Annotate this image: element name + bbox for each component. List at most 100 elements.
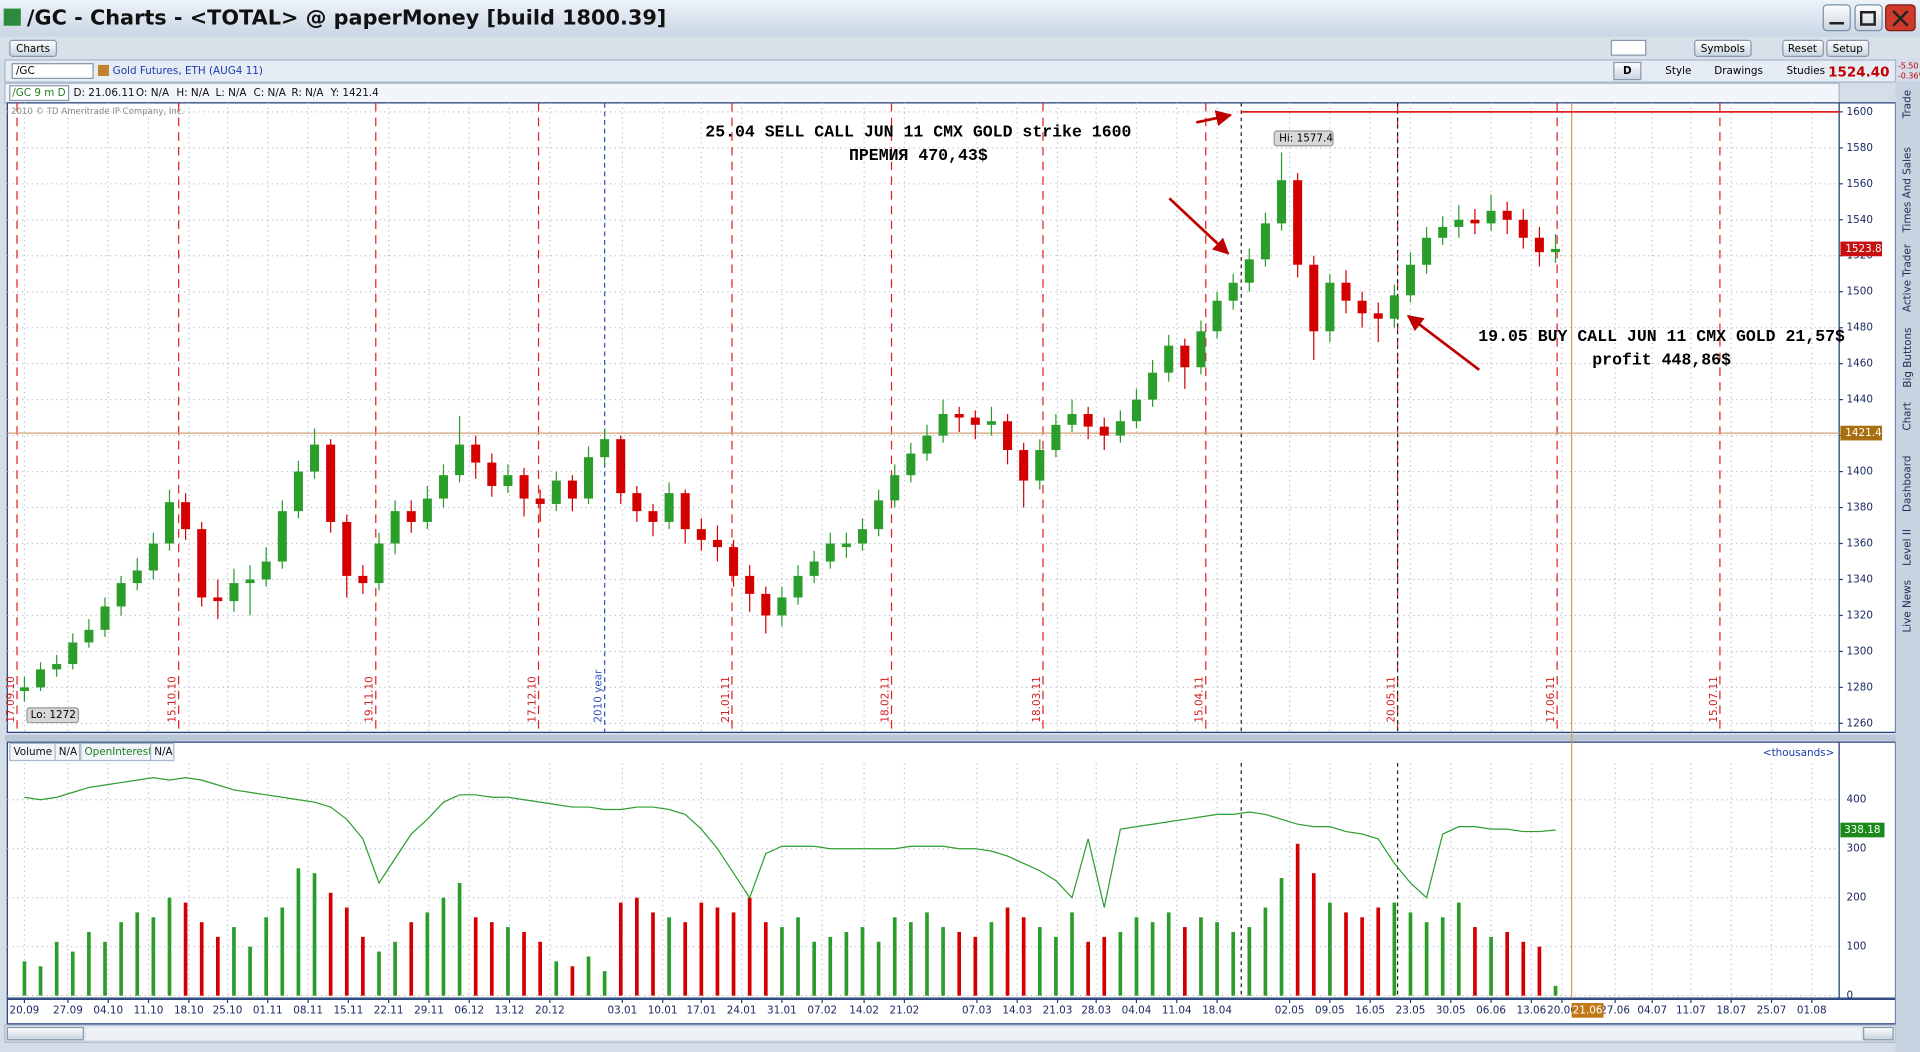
candle-body: [890, 475, 900, 501]
volume-bar: [941, 927, 945, 996]
volume-bar: [957, 931, 962, 996]
candle-body: [374, 543, 384, 584]
info-item: C: N/A: [253, 87, 286, 99]
candle-body: [438, 475, 448, 499]
volume-bar: [989, 922, 994, 996]
volume-bar: [87, 931, 91, 996]
candle-body: [761, 593, 771, 616]
sidebar-tab[interactable]: Live News: [1902, 580, 1914, 633]
symbols-button[interactable]: [1694, 39, 1752, 57]
studies-button[interactable]: Studies: [1787, 65, 1826, 77]
y-tick-label: 300: [1847, 843, 1867, 855]
candle-body: [181, 502, 191, 530]
volume-bar: [570, 966, 575, 996]
candle-body: [1389, 295, 1399, 319]
candle-body: [148, 543, 158, 571]
y-tick-label: 1260: [1847, 717, 1873, 729]
setup-button[interactable]: [1826, 39, 1870, 57]
volume-bar: [522, 931, 526, 996]
app-icon: [3, 8, 21, 26]
candle-body: [471, 444, 481, 463]
y-tick-label: 1400: [1847, 466, 1873, 478]
price-panel: [6, 102, 1840, 733]
cursor-price: 1421.4: [1845, 427, 1882, 439]
y-tick-label: 1480: [1847, 322, 1873, 334]
expiration-label: 15.07.11: [1708, 676, 1720, 722]
candle-body: [535, 498, 545, 504]
period-button[interactable]: [1613, 61, 1642, 81]
volume-bar: [747, 897, 752, 996]
sidebar-tab[interactable]: Times And Sales: [1902, 147, 1914, 233]
sidebar-tab[interactable]: Big Buttons: [1902, 328, 1914, 388]
candle-body: [1341, 282, 1351, 301]
volume-bar: [54, 941, 59, 996]
scroll-end-button[interactable]: [1863, 1026, 1894, 1041]
charts-tab[interactable]: [9, 39, 57, 57]
volume-bar: [151, 917, 156, 996]
volume-bar: [602, 971, 607, 996]
volume-bar: [377, 951, 381, 996]
volume-bar: [780, 927, 784, 996]
zoom-buttons[interactable]: [6, 1026, 84, 1041]
drawings-button[interactable]: Drawings: [1714, 65, 1763, 77]
splitter[interactable]: [4, 734, 1896, 741]
x-tick-label: 18.10: [174, 1004, 204, 1016]
candle-body: [906, 453, 916, 476]
input-box[interactable]: [1610, 39, 1647, 56]
sidebar-tab[interactable]: Dashboard: [1902, 456, 1914, 512]
volume-bar: [1505, 931, 1510, 996]
volume-bar: [1456, 902, 1461, 996]
volume-bar: [457, 882, 462, 996]
x-tick-label: 07.02: [807, 1004, 837, 1016]
volume-bar: [763, 922, 768, 996]
candle-body: [358, 575, 368, 584]
net-change: -5.50: [1898, 62, 1919, 71]
minimize-button[interactable]: [1822, 4, 1851, 32]
scroll-track[interactable]: [85, 1027, 1862, 1040]
volume-bar: [215, 936, 220, 996]
info-item: R: N/A: [291, 87, 324, 99]
volume-axis: [1838, 741, 1897, 999]
style-button[interactable]: Style: [1665, 65, 1691, 77]
candle-body: [245, 579, 255, 584]
candle-body: [100, 606, 110, 630]
arrow: [1196, 110, 1233, 127]
arrow: [1406, 314, 1480, 371]
copyright: 2010 © TD Ameritrade IP Company, Inc.: [11, 107, 184, 117]
sidebar-tab[interactable]: Level II: [1902, 529, 1914, 566]
sidebar-tab[interactable]: Chart: [1902, 402, 1914, 431]
reset-button[interactable]: [1782, 39, 1824, 57]
candle-body: [487, 462, 497, 486]
x-tick-label: 18.04: [1202, 1004, 1232, 1016]
annotation: 19.05 BUY CALL JUN 11 CMX GOLD 21,57$: [1478, 327, 1845, 346]
candle-body: [632, 493, 642, 512]
candle-body: [455, 444, 465, 476]
candle-body: [229, 583, 239, 602]
symbol-box[interactable]: [11, 63, 94, 79]
volume-bar: [1166, 912, 1171, 996]
candle-body: [551, 480, 561, 504]
expiration-label: 15.10.10: [167, 676, 179, 722]
candle-body: [1470, 219, 1480, 224]
candle-body: [938, 414, 948, 436]
x-tick-label: 29.11: [414, 1004, 444, 1016]
arrow: [1168, 197, 1230, 255]
volume-header: Volume: [13, 746, 52, 758]
sidebar-tab[interactable]: Active Trader: [1902, 243, 1914, 312]
volume-bar: [1311, 873, 1316, 996]
x-tick-label: 01.11: [253, 1004, 283, 1016]
x-tick-label: 04.07: [1637, 1004, 1667, 1016]
candle-body: [809, 561, 819, 576]
sidebar-tab[interactable]: Trade: [1902, 90, 1914, 119]
volume-bar: [860, 927, 865, 996]
expiration-label: 17.09.10: [5, 676, 17, 722]
volume-bar: [1521, 941, 1526, 996]
candle-body: [1196, 331, 1206, 368]
volume-bar: [651, 912, 655, 996]
candle-body: [422, 498, 432, 522]
x-tick-label: 01.08: [1797, 1004, 1827, 1016]
maximize-button[interactable]: [1854, 4, 1883, 32]
expiration-label: 17.06.11: [1545, 676, 1557, 722]
x-tick-label: 20.06: [1547, 1004, 1577, 1016]
